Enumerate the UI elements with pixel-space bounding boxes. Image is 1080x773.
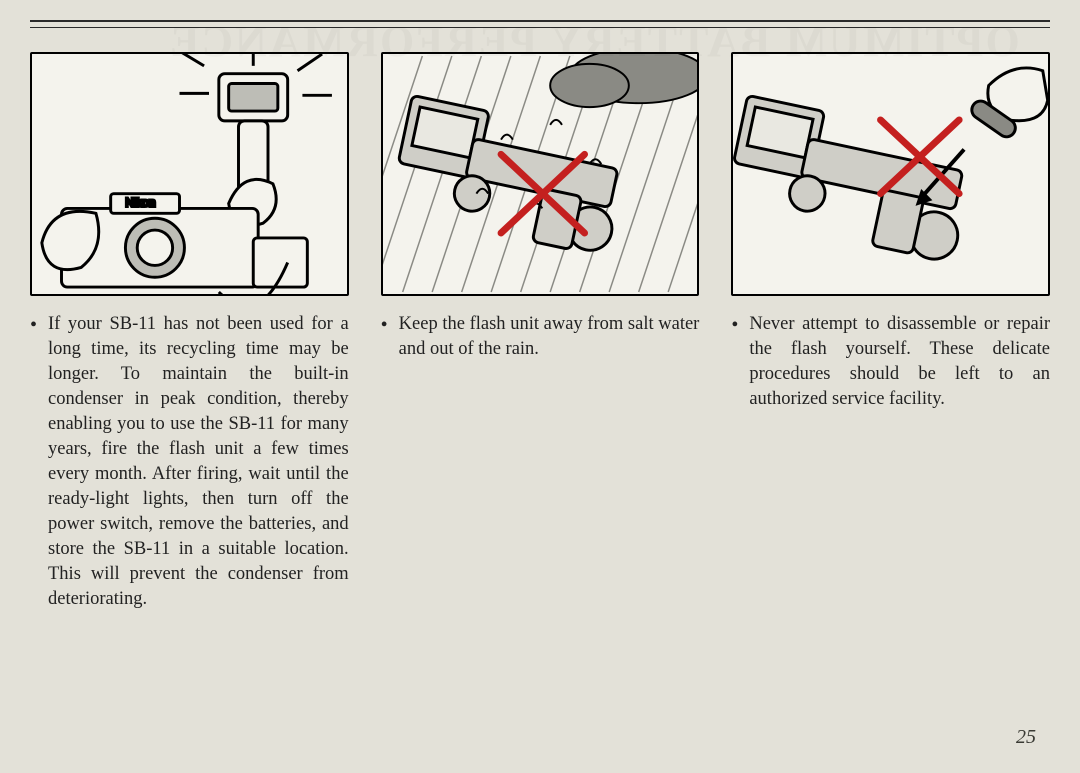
- column-2: Keep the flash unit away from salt water…: [381, 52, 700, 612]
- caption-1: If your SB-11 has not been used for a lo…: [30, 312, 349, 612]
- caption-2: Keep the flash unit away from salt water…: [381, 312, 700, 362]
- column-3: Never attempt to disassemble or repair t…: [731, 52, 1050, 612]
- column-1: Nikon If your SB-11 has not been used fo…: [30, 52, 349, 612]
- svg-text:Nikon: Nikon: [125, 195, 155, 209]
- page-number: 25: [1016, 726, 1036, 749]
- manual-page: OPTIMUM BATTERY PERFORMANCE: [0, 0, 1080, 773]
- camera-flash-illustration: Nikon: [32, 54, 347, 294]
- three-column-layout: Nikon If your SB-11 has not been used fo…: [30, 52, 1050, 612]
- disassembly-warning-illustration: [733, 54, 1048, 294]
- illustration-frame-3: [731, 52, 1050, 296]
- illustration-frame-1: Nikon: [30, 52, 349, 296]
- bleed-through-text: OPTIMUM BATTERY PERFORMANCE: [168, 16, 1020, 67]
- rain-warning-illustration: [383, 54, 698, 294]
- illustration-frame-2: [381, 52, 700, 296]
- caption-3: Never attempt to disassemble or repair t…: [731, 312, 1050, 412]
